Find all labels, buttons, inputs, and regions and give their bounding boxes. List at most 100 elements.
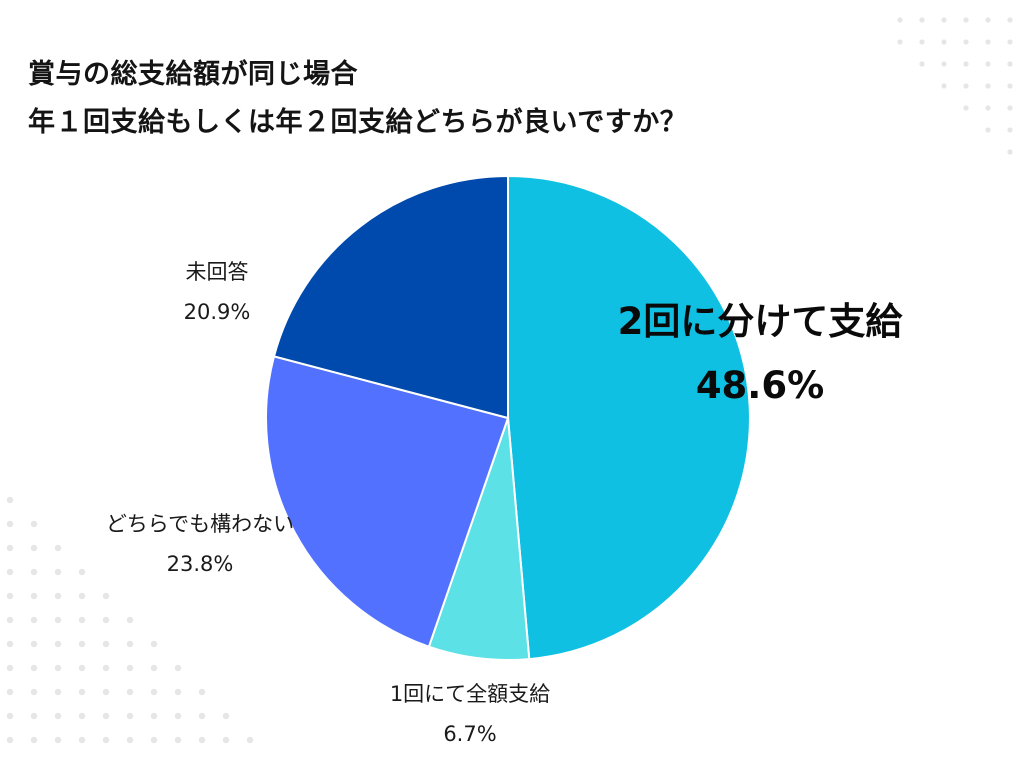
decor-dot — [126, 640, 134, 648]
decor-dot — [54, 592, 62, 600]
decor-dot — [6, 592, 14, 600]
decor-dot — [102, 592, 110, 600]
decor-dot — [54, 664, 62, 672]
decor-dot — [30, 544, 38, 552]
decor-dot — [222, 736, 230, 744]
decor-dot — [1007, 105, 1013, 111]
decor-dot — [198, 712, 206, 720]
decor-dot — [150, 688, 158, 696]
decor-dot — [985, 105, 991, 111]
decor-dot — [919, 39, 925, 45]
decor-dot — [1007, 83, 1013, 89]
decor-dot — [985, 83, 991, 89]
decor-dot — [985, 61, 991, 67]
decor-dot — [985, 39, 991, 45]
decor-dot — [30, 616, 38, 624]
decor-dot — [198, 688, 206, 696]
pie-slice-twice — [507, 174, 751, 661]
decor-dot — [6, 712, 14, 720]
decor-dot — [222, 712, 230, 720]
decor-dot — [897, 39, 903, 45]
slice-label-unanswered: 未回答 20.9% — [152, 252, 282, 332]
slice-label-twice: 2回に分けて支給 48.6% — [560, 290, 960, 418]
decor-dot — [174, 736, 182, 744]
decor-dot — [6, 496, 14, 504]
decor-dot — [54, 640, 62, 648]
decor-dot — [126, 712, 134, 720]
slice-label-unanswered-category: 未回答 — [185, 260, 249, 284]
decor-dot — [150, 712, 158, 720]
decor-dot — [941, 17, 947, 23]
slice-label-twice-value: 48.6% — [695, 364, 825, 407]
decor-dot — [6, 520, 14, 528]
decor-dot — [54, 544, 62, 552]
chart-title-line-1: 賞与の総支給額が同じ場合 — [28, 59, 358, 90]
decor-dot — [897, 17, 903, 23]
decor-dot — [102, 712, 110, 720]
decor-dot — [941, 61, 947, 67]
decor-dot — [126, 688, 134, 696]
decor-dot — [150, 736, 158, 744]
decor-dot — [174, 712, 182, 720]
decor-dot — [126, 736, 134, 744]
slice-label-twice-category: 2回に分けて支給 — [617, 300, 903, 343]
decor-dot — [102, 640, 110, 648]
decor-dot — [78, 568, 86, 576]
decor-dot — [963, 61, 969, 67]
decor-dot — [1007, 127, 1013, 133]
decor-dot — [102, 616, 110, 624]
decor-dot — [54, 616, 62, 624]
decor-dot — [126, 664, 134, 672]
decor-dot — [30, 592, 38, 600]
decor-dot — [30, 640, 38, 648]
decor-dot — [30, 520, 38, 528]
decor-dot — [126, 616, 134, 624]
decor-dot — [78, 664, 86, 672]
decor-dot — [54, 736, 62, 744]
decor-dot — [102, 736, 110, 744]
decor-dot — [963, 105, 969, 111]
decor-dot — [78, 712, 86, 720]
decor-dot — [1007, 149, 1013, 155]
decor-dot — [6, 544, 14, 552]
pie-slice-unanswered — [272, 174, 509, 420]
decor-dot — [54, 712, 62, 720]
decor-dot — [198, 736, 206, 744]
decor-dot — [1007, 39, 1013, 45]
decor-dot — [30, 688, 38, 696]
decor-dot — [78, 616, 86, 624]
pie-slice-either — [265, 355, 510, 648]
decor-dot — [919, 61, 925, 67]
slice-label-once-category: 1回にて全額支給 — [389, 682, 551, 706]
decor-dot — [54, 688, 62, 696]
decor-dot — [6, 568, 14, 576]
decor-dot — [150, 664, 158, 672]
decor-dot — [78, 640, 86, 648]
decor-dot — [919, 17, 925, 23]
decor-dot — [30, 568, 38, 576]
decor-dot — [174, 688, 182, 696]
decor-dot — [102, 688, 110, 696]
decor-dot — [6, 688, 14, 696]
decor-dot — [30, 712, 38, 720]
slice-label-once: 1回にて全額支給 6.7% — [330, 674, 610, 754]
chart-title-line-2: 年１回支給もしくは年２回支給どちらが良いですか？ — [28, 107, 688, 138]
decor-dot — [78, 688, 86, 696]
decor-dot — [985, 17, 991, 23]
slice-label-once-value: 6.7% — [443, 722, 497, 746]
decor-dot — [6, 640, 14, 648]
decor-dot — [941, 83, 947, 89]
decor-dot — [30, 664, 38, 672]
decor-dot — [6, 664, 14, 672]
decor-dot — [985, 127, 991, 133]
decor-dot — [78, 736, 86, 744]
decor-dot — [30, 736, 38, 744]
slice-label-either: どちらでも構わない 23.8% — [50, 504, 350, 584]
decor-dot — [963, 39, 969, 45]
decor-dot — [246, 736, 254, 744]
decor-dot — [78, 592, 86, 600]
slice-label-unanswered-value: 20.9% — [183, 300, 251, 324]
